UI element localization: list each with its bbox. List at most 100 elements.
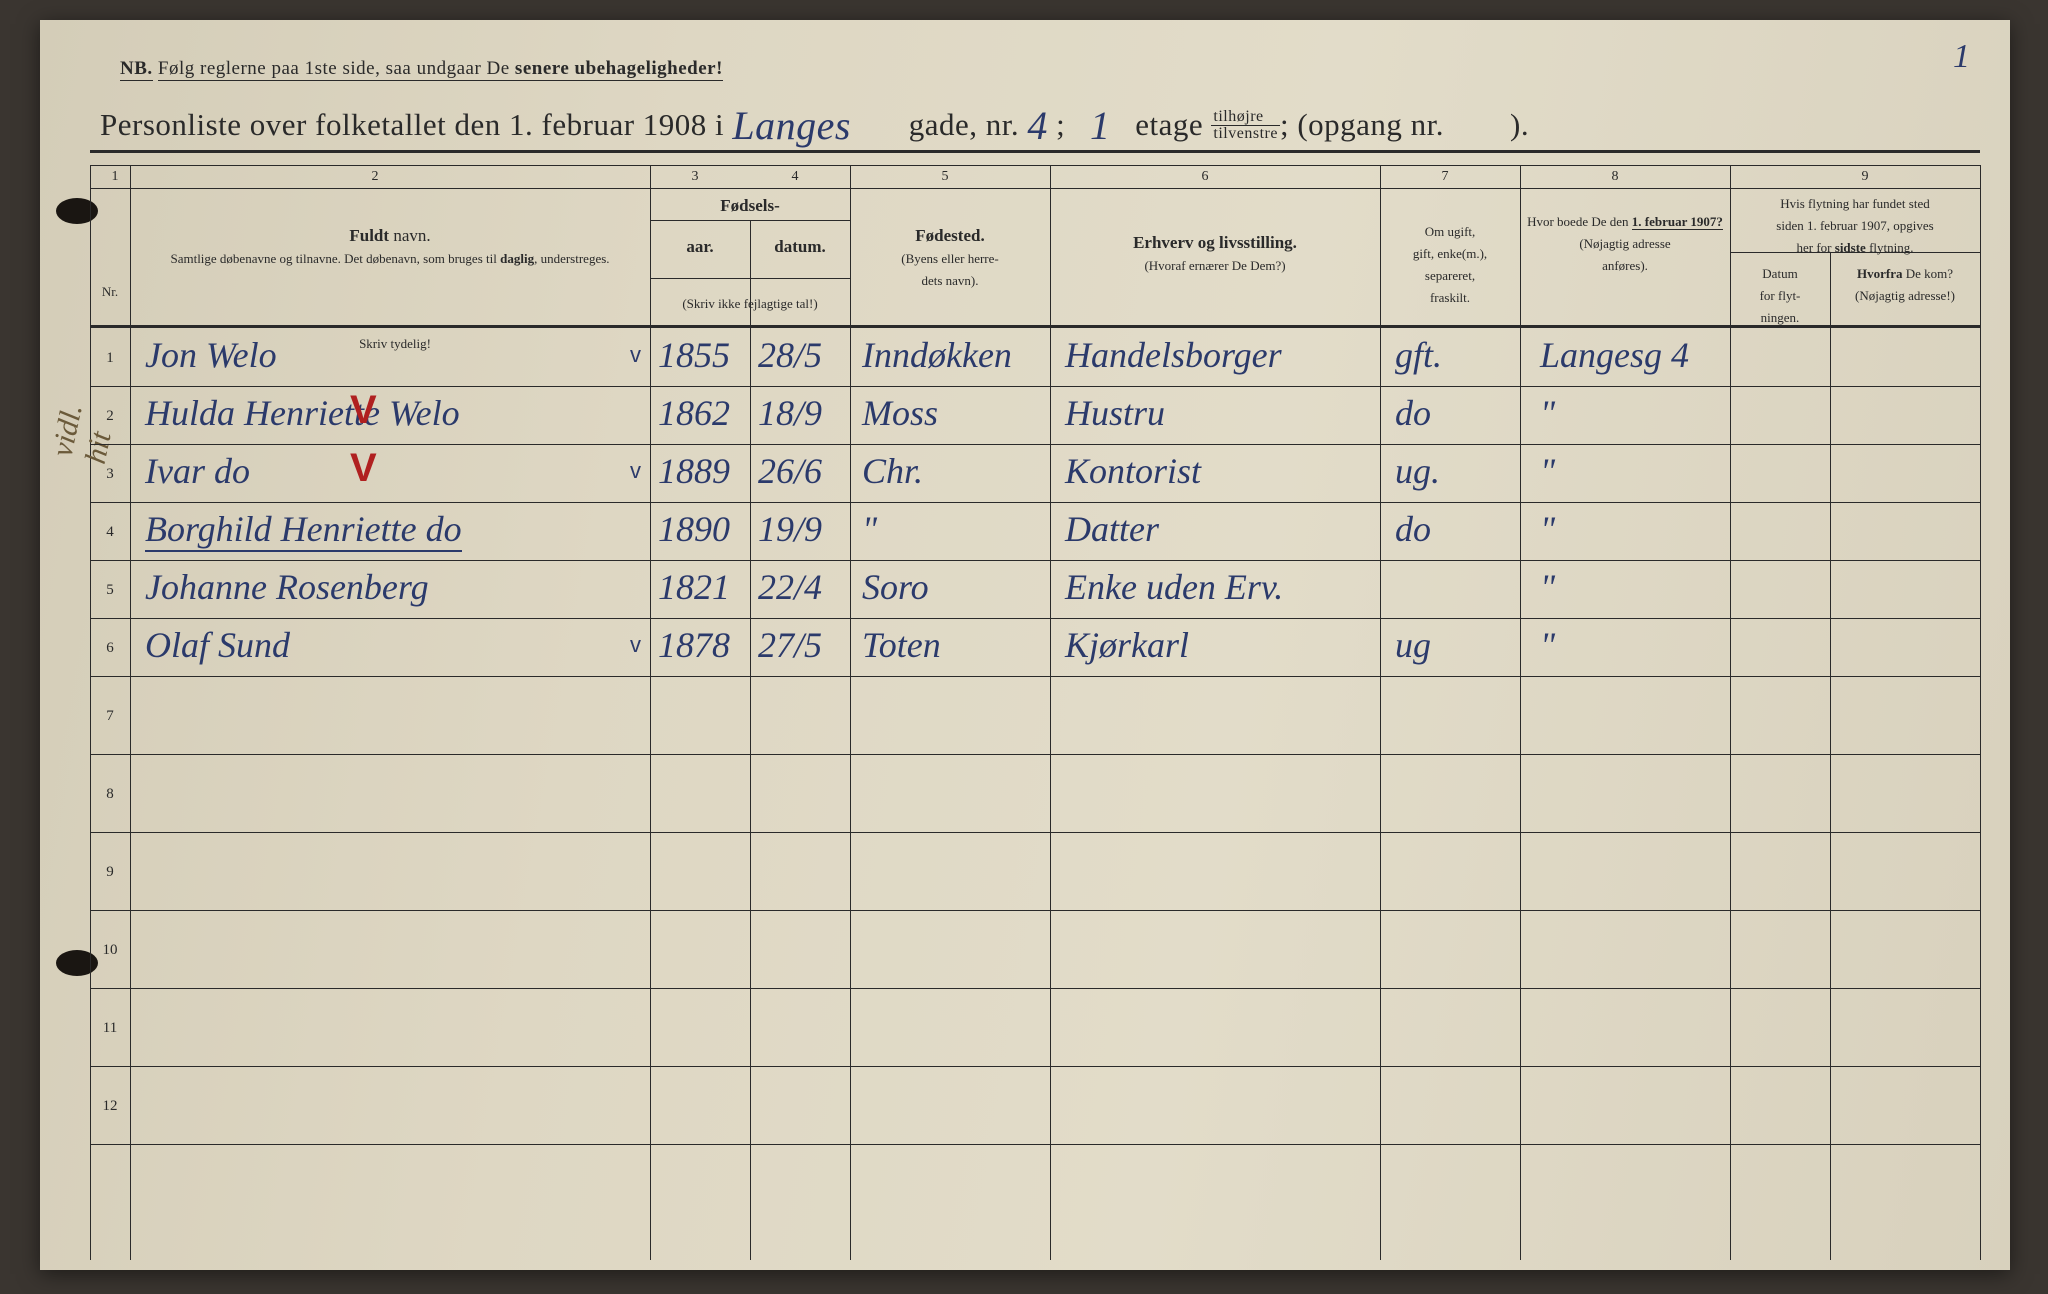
row-number: 12 <box>90 1098 130 1115</box>
cell-year: 1855 <box>658 334 730 376</box>
cell-date: 18/9 <box>758 392 822 434</box>
nb-instruction: NB. Følg reglerne paa 1ste side, saa und… <box>120 58 723 80</box>
row-rule <box>90 832 1980 833</box>
title-t1: Personliste over folketallet den 1. febr… <box>100 107 732 142</box>
title-t4: etage <box>1127 107 1211 142</box>
row-number: 11 <box>90 1020 130 1037</box>
page-number-handwritten: 1 <box>1953 38 1970 76</box>
cell-address-1907: " <box>1540 392 1555 434</box>
row-number: 5 <box>90 582 130 599</box>
cell-occupation: Handelsborger <box>1065 334 1282 376</box>
row-number: 1 <box>90 350 130 367</box>
row-rule <box>90 754 1980 755</box>
check-mark: v <box>630 458 641 484</box>
title-t3: ; <box>1048 107 1074 142</box>
head-fodested: Fødested. (Byens eller herre- dets navn)… <box>850 225 1050 291</box>
cell-address-1907: Langesg 4 <box>1540 334 1689 376</box>
row-rule <box>90 910 1980 911</box>
cell-year: 1878 <box>658 624 730 666</box>
title-row: Personliste over folketallet den 1. febr… <box>100 98 1980 145</box>
vline <box>1980 165 1981 1260</box>
col-num: 5 <box>930 169 960 185</box>
row-number: 4 <box>90 524 130 541</box>
title-t6: ). <box>1510 107 1529 142</box>
head-move-date: Datum for flyt- ningen. <box>1730 262 1830 328</box>
nb-text2: senere ubehageligheder! <box>515 58 723 81</box>
cell-name: Jon Welo <box>145 334 277 376</box>
cell-address-1907: " <box>1540 508 1555 550</box>
row-rule <box>90 676 1980 677</box>
head-aar: aar. <box>650 236 750 258</box>
cell-name: Johanne Rosenberg <box>145 566 429 608</box>
row-rule <box>90 386 1980 387</box>
rule <box>90 165 1980 166</box>
col-num: 7 <box>1430 169 1460 185</box>
cell-occupation: Kjørkarl <box>1065 624 1189 666</box>
cell-occupation: Hustru <box>1065 392 1165 434</box>
cell-occupation: Enke uden Erv. <box>1065 566 1283 608</box>
title-t5: ; (opgang nr. <box>1280 107 1444 142</box>
rule <box>1730 252 1980 253</box>
cell-civil: ug <box>1395 624 1431 666</box>
census-row: 1 Jon Welo v 1855 28/5 Inndøkken Handelsborger… <box>90 328 1980 386</box>
cell-name: Olaf Sund <box>145 624 290 666</box>
head-datum: datum. <box>750 236 850 258</box>
row-number: 9 <box>90 864 130 881</box>
census-row: 5 Johanne Rosenberg 1821 22/4 Soro Enke uden … <box>90 560 1980 618</box>
cell-place: Inndøkken <box>862 334 1012 376</box>
cell-address-1907: " <box>1540 450 1555 492</box>
red-checkmark: V <box>350 388 377 433</box>
row-number: 3 <box>90 466 130 483</box>
row-number: 6 <box>90 640 130 657</box>
row-rule <box>90 1066 1980 1067</box>
col-num: 6 <box>1190 169 1220 185</box>
title-t2: gade, nr. <box>901 107 1028 142</box>
head-name: Fuldt navn. Samtlige døbenavne og tilnav… <box>135 225 645 269</box>
head-move-from: Hvorfra De kom? (Nøjagtig adresse!) <box>1830 262 1980 306</box>
cell-year: 1862 <box>658 392 730 434</box>
cell-civil: do <box>1395 508 1431 550</box>
cell-name: Borghild Henriette do <box>145 508 462 552</box>
col-num: 8 <box>1600 169 1630 185</box>
cell-year: 1821 <box>658 566 730 608</box>
cell-date: 22/4 <box>758 566 822 608</box>
street-handwritten: Langes <box>732 103 851 148</box>
col-num: 4 <box>780 169 810 185</box>
head-nr: Nr. <box>90 280 130 302</box>
nr-handwritten: 4 <box>1027 103 1048 148</box>
cell-year: 1889 <box>658 450 730 492</box>
nb-prefix: NB. <box>120 58 153 81</box>
row-number: 7 <box>90 708 130 725</box>
check-mark: v <box>630 342 641 368</box>
cell-place: Toten <box>862 624 941 666</box>
cell-civil: ug. <box>1395 450 1440 492</box>
census-form-page: 1 NB. Følg reglerne paa 1ste side, saa u… <box>40 20 2010 1270</box>
row-rule <box>90 502 1980 503</box>
cell-place: Moss <box>862 392 938 434</box>
nb-text1: Følg reglerne paa 1ste side, saa undgaar… <box>158 58 515 81</box>
rule <box>90 188 1980 189</box>
red-checkmark: V <box>350 446 377 491</box>
census-row: 3Ivar doVv188926/6Chr.Kontoristug." <box>90 444 1980 502</box>
cell-place: " <box>862 508 877 550</box>
side-fraction: tilhøjretilvenstre <box>1211 109 1280 142</box>
col-num: 2 <box>360 169 390 185</box>
head-erhverv: Erhverv og livsstilling. (Hvoraf ernærer… <box>1050 232 1380 276</box>
floor-handwritten: 1 <box>1090 103 1111 148</box>
cell-date: 26/6 <box>758 450 822 492</box>
cell-civil: gft. <box>1395 334 1442 376</box>
cell-occupation: Kontorist <box>1065 450 1201 492</box>
head-civil: Om ugift, gift, enke(m.), separeret, fra… <box>1380 220 1520 308</box>
cell-date: 28/5 <box>758 334 822 376</box>
cell-civil: do <box>1395 392 1431 434</box>
cell-place: Soro <box>862 566 929 608</box>
head-addr1907: Hvor boede De den 1. februar 1907? (Nøja… <box>1520 210 1730 276</box>
cell-address-1907: " <box>1540 566 1555 608</box>
row-number: 8 <box>90 786 130 803</box>
cell-name: Ivar do <box>145 450 250 492</box>
row-rule <box>90 560 1980 561</box>
rule <box>90 150 1980 153</box>
head-move: Hvis flytning har fundet sted siden 1. f… <box>1730 192 1980 258</box>
row-rule <box>90 988 1980 989</box>
census-row: 6Olaf Sundv187827/5TotenKjørkarlug" <box>90 618 1980 676</box>
